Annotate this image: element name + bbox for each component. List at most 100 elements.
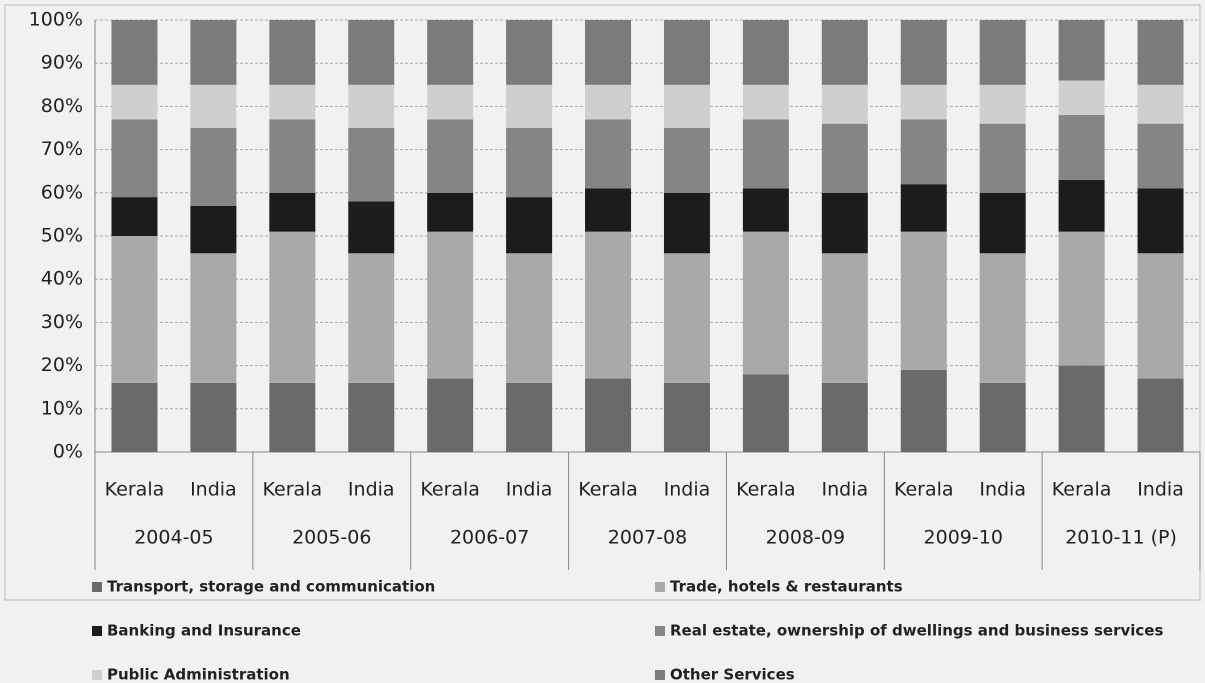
bar-segment xyxy=(664,85,710,128)
legend-label: Trade, hotels & restaurants xyxy=(670,578,903,596)
y-tick-label: 20% xyxy=(41,354,83,376)
x-tick-label: Kerala xyxy=(105,479,165,501)
bar-segment xyxy=(822,20,868,85)
bar-segment xyxy=(1059,232,1105,366)
bar-segment xyxy=(506,383,552,452)
x-tick-label: India xyxy=(1137,479,1184,501)
bar-segment xyxy=(506,20,552,85)
y-tick-label: 40% xyxy=(41,268,83,290)
bar-segment xyxy=(190,20,236,85)
bar-segment xyxy=(506,197,552,253)
bar-segment xyxy=(427,232,473,379)
group-label: 2008-09 xyxy=(766,527,845,549)
bar-segment xyxy=(1138,124,1184,189)
bar-segment xyxy=(901,85,947,120)
group-label: 2007-08 xyxy=(608,527,687,549)
bar-segment xyxy=(269,85,315,120)
legend-swatch xyxy=(92,582,102,592)
y-tick-label: 90% xyxy=(41,52,83,74)
x-tick-label: India xyxy=(190,479,237,501)
x-tick-label: India xyxy=(348,479,395,501)
bar-segment xyxy=(585,20,631,85)
group-label: 2010-11 (P) xyxy=(1065,527,1177,549)
y-tick-label: 80% xyxy=(41,95,83,117)
bar-segment xyxy=(822,85,868,124)
y-tick-label: 0% xyxy=(53,441,83,463)
bar-segment xyxy=(980,124,1026,193)
bar-segment xyxy=(585,232,631,379)
bar-segment xyxy=(743,374,789,452)
bar-segment xyxy=(190,85,236,128)
bar-segment xyxy=(980,253,1026,383)
bar-segment xyxy=(822,383,868,452)
bar-segment xyxy=(1059,80,1105,115)
bar-segment xyxy=(664,193,710,253)
bar-segment xyxy=(1138,20,1184,85)
x-tick-label: India xyxy=(979,479,1026,501)
x-tick-label: Kerala xyxy=(1052,479,1112,501)
bar-segment xyxy=(427,20,473,85)
legend-label: Public Administration xyxy=(107,666,290,683)
y-tick-label: 70% xyxy=(41,138,83,160)
x-tick-label: India xyxy=(506,479,553,501)
bar-segment xyxy=(980,383,1026,452)
bar-segment xyxy=(743,232,789,375)
legend-swatch xyxy=(92,670,102,680)
x-tick-label: Kerala xyxy=(420,479,480,501)
x-tick-label: Kerala xyxy=(736,479,796,501)
bar-segment xyxy=(901,119,947,184)
group-label: 2004-05 xyxy=(134,527,213,549)
x-tick-label: Kerala xyxy=(578,479,638,501)
group-label: 2009-10 xyxy=(924,527,1003,549)
bar-segment xyxy=(111,119,157,197)
bar-segment xyxy=(901,20,947,85)
legend-swatch xyxy=(655,670,665,680)
bar-segment xyxy=(269,383,315,452)
bar-segment xyxy=(506,253,552,383)
bar-segment xyxy=(1059,180,1105,232)
bar-segment xyxy=(506,85,552,128)
bar-segment xyxy=(348,85,394,128)
bar-segment xyxy=(427,119,473,192)
bar-segment xyxy=(427,379,473,452)
bar-segment xyxy=(111,85,157,120)
bar-segment xyxy=(743,188,789,231)
bar-segment xyxy=(1059,20,1105,80)
bar-segment xyxy=(190,128,236,206)
bar-segment xyxy=(269,232,315,383)
y-tick-label: 100% xyxy=(29,9,83,31)
y-tick-label: 30% xyxy=(41,311,83,333)
bar-segment xyxy=(1138,253,1184,378)
bar-segment xyxy=(822,124,868,193)
legend-swatch xyxy=(655,626,665,636)
chart: 0%10%20%30%40%50%60%70%80%90%100%KeralaI… xyxy=(0,0,1205,683)
bar-segment xyxy=(1138,379,1184,452)
legend-label: Other Services xyxy=(670,666,795,683)
bar-segment xyxy=(585,379,631,452)
bar-segment xyxy=(348,383,394,452)
y-tick-label: 50% xyxy=(41,225,83,247)
legend-label: Banking and Insurance xyxy=(107,622,301,640)
bar-segment xyxy=(743,119,789,188)
group-label: 2006-07 xyxy=(450,527,529,549)
bar-segment xyxy=(111,197,157,236)
x-tick-label: India xyxy=(822,479,869,501)
bar-segment xyxy=(348,253,394,383)
x-tick-label: India xyxy=(664,479,711,501)
bar-segment xyxy=(901,184,947,232)
bar-segment xyxy=(1059,366,1105,452)
bar-segment xyxy=(901,370,947,452)
bar-segment xyxy=(980,193,1026,253)
bar-segment xyxy=(348,128,394,201)
bar-segment xyxy=(585,85,631,120)
bar-segment xyxy=(585,188,631,231)
bar-segment xyxy=(1138,85,1184,124)
x-tick-label: Kerala xyxy=(263,479,323,501)
bar-segment xyxy=(190,383,236,452)
legend-label: Real estate, ownership of dwellings and … xyxy=(670,622,1163,640)
bar-segment xyxy=(348,201,394,253)
bar-segment xyxy=(822,193,868,253)
bar-segment xyxy=(980,85,1026,124)
bar-segment xyxy=(427,85,473,120)
group-label: 2005-06 xyxy=(292,527,371,549)
